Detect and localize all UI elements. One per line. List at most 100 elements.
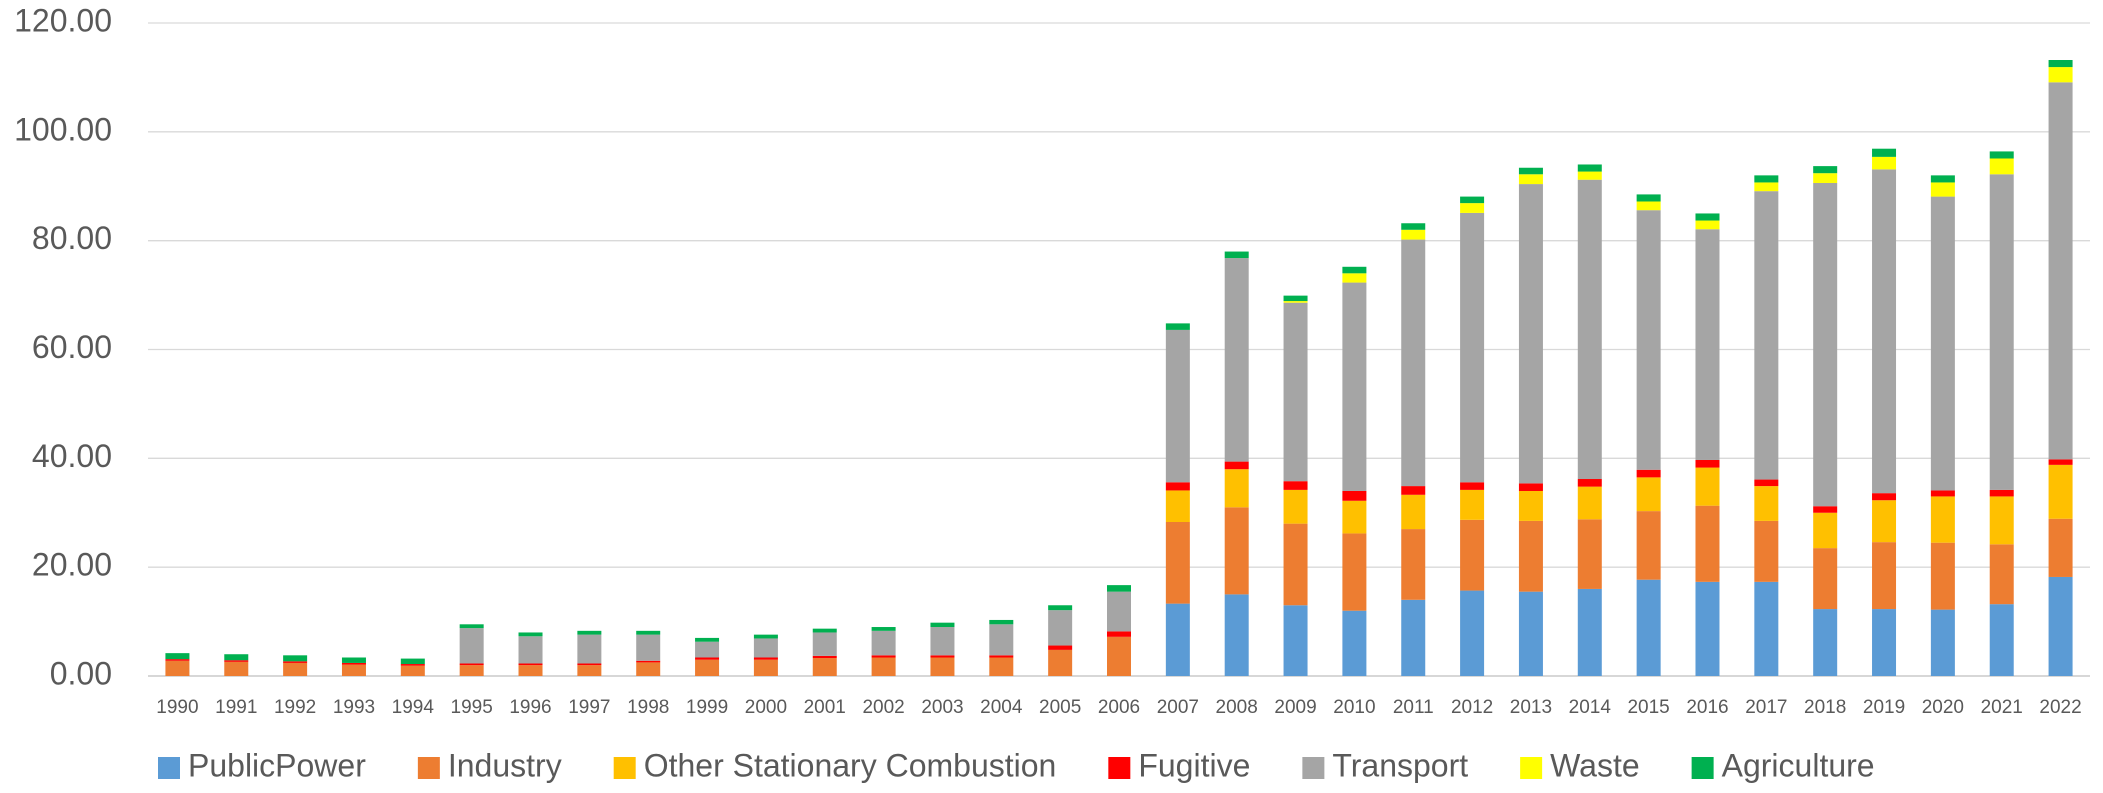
x-tick-label: 2017	[1745, 697, 1787, 718]
bar-segment	[283, 661, 308, 663]
bar-segment	[1224, 258, 1249, 462]
bar-segment	[1048, 605, 1073, 611]
bar-segment	[1872, 609, 1897, 676]
bar-segment	[1224, 594, 1249, 676]
bar-segment	[1695, 467, 1720, 506]
bar-segment	[930, 622, 955, 628]
bar-segment	[577, 630, 602, 635]
bar-segment	[1518, 490, 1543, 521]
bar-segment	[753, 659, 778, 676]
bar-segment	[2048, 82, 2073, 460]
bar-segment	[2048, 67, 2073, 83]
bar-segment	[753, 638, 778, 658]
bar-segment	[1872, 148, 1897, 157]
bar-segment	[1577, 486, 1602, 520]
bar-segment	[1342, 500, 1367, 534]
x-tick-label: 1990	[156, 697, 198, 718]
bar-segment	[1872, 493, 1897, 501]
bar-segment	[1695, 229, 1720, 460]
x-tick-label: 2005	[1039, 697, 1081, 718]
bar-segment	[518, 636, 543, 664]
bar-segment	[1754, 479, 1779, 487]
bar-segment	[636, 630, 661, 635]
bar-segment	[1813, 173, 1838, 183]
bar-segment	[989, 619, 1014, 625]
legend-swatch	[1302, 757, 1325, 779]
bar-segment	[1813, 166, 1838, 174]
legend-label: PublicPower	[188, 747, 366, 783]
bar-segment	[871, 630, 896, 656]
bar-segment	[341, 657, 366, 663]
bar-segment	[1930, 496, 1955, 543]
bar-segment	[1695, 213, 1720, 221]
bar-segment	[2048, 576, 2073, 676]
bar-segment	[1401, 486, 1426, 495]
bar-segment	[1754, 182, 1779, 192]
bar-segment	[1695, 505, 1720, 582]
bar-segment	[812, 655, 837, 659]
bar-segment	[1401, 223, 1426, 230]
bar-segment	[1401, 529, 1426, 600]
bar-segment	[753, 657, 778, 660]
y-tick-label: 0.00	[50, 655, 112, 691]
y-tick-label: 20.00	[32, 547, 112, 583]
bar-segment	[1930, 175, 1955, 183]
bar-segment	[1342, 610, 1367, 676]
bar-segment	[1283, 523, 1308, 606]
x-tick-label: 2020	[1922, 697, 1964, 718]
bar-segment	[1401, 599, 1426, 676]
bar-segment	[577, 663, 602, 666]
bar-segment	[1460, 482, 1485, 490]
bar-segment	[2048, 464, 2073, 519]
bar-segment	[1577, 519, 1602, 589]
bar-segment	[1283, 489, 1308, 524]
bar-segment	[1107, 585, 1131, 592]
bar-segment	[1577, 588, 1602, 676]
x-tick-label: 1993	[333, 697, 375, 718]
x-tick-label: 2018	[1804, 697, 1846, 718]
bar-segment	[224, 660, 249, 662]
bar-segment	[1813, 506, 1838, 513]
x-tick-label: 2011	[1393, 697, 1434, 718]
bar-segment	[1636, 201, 1661, 211]
bar-segment	[1107, 591, 1131, 632]
bar-segment	[400, 658, 425, 665]
legend-swatch	[1691, 757, 1714, 779]
bar-segment	[1989, 158, 2014, 175]
bar-segment	[1401, 229, 1426, 240]
y-tick-label: 80.00	[32, 220, 112, 256]
bar-segment	[1989, 489, 2014, 497]
bar-segment	[1930, 196, 1955, 491]
bar-segment	[1048, 645, 1073, 650]
bar-segment	[577, 665, 602, 676]
bar-segment	[1518, 483, 1543, 491]
bar-segment	[459, 663, 484, 666]
bar-segment	[871, 655, 896, 658]
bar-segment	[1048, 610, 1073, 646]
x-tick-label: 2000	[745, 697, 787, 718]
bar-segment	[2048, 459, 2073, 465]
legend-label: Fugitive	[1138, 747, 1250, 783]
bar-segment	[1283, 481, 1308, 490]
bar-segment	[695, 637, 720, 642]
legend-swatch	[613, 757, 636, 779]
legend-swatch	[158, 757, 180, 779]
bar-segment	[1636, 469, 1661, 478]
x-tick-label: 2013	[1510, 697, 1552, 718]
bar-segment	[1165, 329, 1190, 483]
bar-segment	[1048, 649, 1073, 676]
bar-segment	[1636, 194, 1661, 202]
bar-segment	[518, 663, 543, 666]
x-tick-label: 2010	[1333, 697, 1375, 718]
bar-segment	[1872, 156, 1897, 170]
bar-segment	[1401, 494, 1426, 530]
bar-segment	[1930, 542, 1955, 610]
bar-segment	[636, 660, 661, 663]
x-tick-label: 1992	[274, 697, 316, 718]
bar-segment	[1107, 636, 1131, 676]
bar-segment	[989, 655, 1014, 658]
bar-segment	[1989, 496, 2014, 545]
x-tick-label: 2003	[921, 697, 963, 718]
bar-segment	[1283, 302, 1308, 482]
bar-segment	[283, 655, 308, 662]
